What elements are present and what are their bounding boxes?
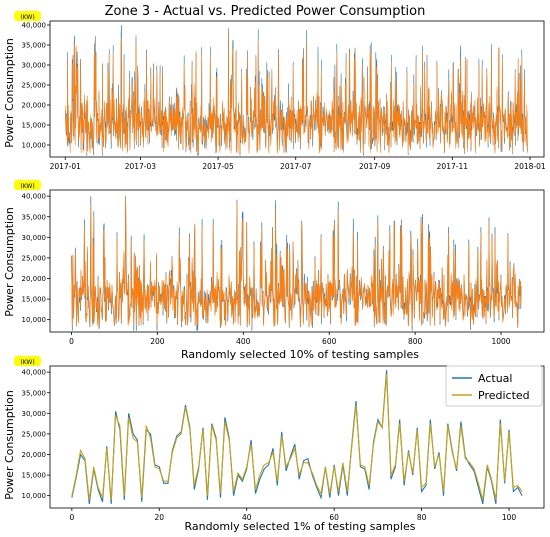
y-tick-label-1-0: 10,000 (22, 142, 47, 150)
y-axis-label-2: Power Consumption (3, 207, 16, 317)
legend-label-predicted: Predicted (478, 389, 530, 402)
x-tick-label-3-4: 80 (417, 513, 427, 522)
x-tick-label-3-1: 20 (155, 513, 165, 522)
figure-title: Zone 3 - Actual vs. Predicted Power Cons… (105, 4, 426, 19)
y-tick-label-1-5: 35,000 (22, 42, 47, 50)
y-tick-label-1-1: 15,000 (22, 122, 47, 130)
y-tick-label-3-4: 30,000 (22, 410, 47, 418)
series-predicted-3 (71, 374, 523, 500)
x-tick-label-3-5: 100 (502, 513, 517, 522)
y-tick-label-2-5: 35,000 (22, 213, 47, 221)
y-tick-label-3-1: 15,000 (22, 472, 47, 480)
x-tick-label-1-2: 2017-05 (202, 162, 234, 171)
x-tick-label-2-2: 400 (236, 337, 251, 346)
axes-frame-3 (49, 365, 545, 509)
chart-panel-1: (KW) Power Consumption 10,000 15,000 20,00… (3, 11, 546, 171)
x-tick-label-1-4: 2017-09 (359, 162, 391, 171)
y-tick-label-3-2: 20,000 (22, 451, 47, 459)
x-tick-label-1-0: 2017-01 (50, 162, 82, 171)
x-tick-label-3-0: 0 (69, 513, 74, 522)
x-tick-label-2-3: 600 (322, 337, 337, 346)
y-tick-label-1-3: 25,000 (22, 82, 47, 90)
chart-panel-3: (KW) Power Consumption Randomly selected… (3, 356, 545, 533)
y-tick-label-2-6: 40,000 (22, 193, 47, 201)
legend: Actual Predicted (445, 365, 543, 407)
unit-badge-1 (14, 11, 41, 21)
x-tick-label-2-5: 1000 (491, 337, 510, 346)
x-tick-label-1-1: 2017-03 (125, 162, 157, 171)
x-tick-label-1-6: 2018-01 (514, 162, 546, 171)
unit-badge-label-3: (KW) (20, 359, 34, 366)
y-tick-label-3-5: 35,000 (22, 389, 47, 397)
y-tick-label-3-6: 40,000 (22, 369, 47, 377)
unit-badge-label-1: (KW) (20, 14, 34, 21)
chart-panel-2: (KW) Power Consumption Randomly selected… (3, 180, 545, 361)
unit-badge-2 (14, 180, 41, 190)
legend-label-actual: Actual (478, 372, 512, 385)
unit-badge-3 (14, 356, 41, 366)
y-tick-label-3-3: 25,000 (22, 430, 47, 438)
x-tick-label-3-3: 60 (329, 513, 339, 522)
x-axis-label-3: Randomly selected 1% of testing samples (185, 520, 416, 533)
x-tick-label-2-0: 0 (69, 337, 74, 346)
y-tick-label-1-2: 20,000 (22, 102, 47, 110)
y-axis-label-3: Power Consumption (3, 390, 16, 500)
plot-area-2: 10,000 15,000 20,000 25,000 30,000 35,000 40,0… (22, 189, 545, 346)
plot-area-1: 10,000 15,000 20,000 25,000 30,000 35,000 40,0… (22, 20, 546, 171)
y-axis-label-1: Power Consumption (3, 38, 16, 148)
y-tick-label-2-3: 25,000 (22, 254, 47, 262)
plot-area-3: 10,000 15,000 20,000 25,000 30,000 35,000 40,0… (22, 365, 545, 522)
x-tick-label-2-1: 200 (150, 337, 165, 346)
x-tick-label-3-2: 40 (242, 513, 252, 522)
y-tick-label-3-0: 10,000 (22, 492, 47, 500)
x-tick-label-1-3: 2017-07 (280, 162, 312, 171)
x-tick-label-1-5: 2017-11 (437, 162, 469, 171)
unit-badge-label-2: (KW) (20, 183, 34, 190)
axes-frame-1 (49, 20, 545, 158)
y-tick-label-2-4: 30,000 (22, 234, 47, 242)
series-predicted-1 (65, 30, 528, 154)
legend-box (445, 365, 543, 407)
x-tick-label-2-4: 800 (408, 337, 423, 346)
y-tick-label-1-4: 30,000 (22, 62, 47, 70)
y-tick-label-2-0: 10,000 (22, 316, 47, 324)
axes-frame-2 (49, 189, 545, 333)
y-tick-label-2-1: 15,000 (22, 296, 47, 304)
y-tick-label-1-6: 40,000 (22, 22, 47, 30)
x-axis-label-2: Randomly selected 10% of testing samples (181, 348, 419, 361)
y-tick-label-2-2: 20,000 (22, 275, 47, 283)
series-predicted-2 (71, 197, 522, 327)
